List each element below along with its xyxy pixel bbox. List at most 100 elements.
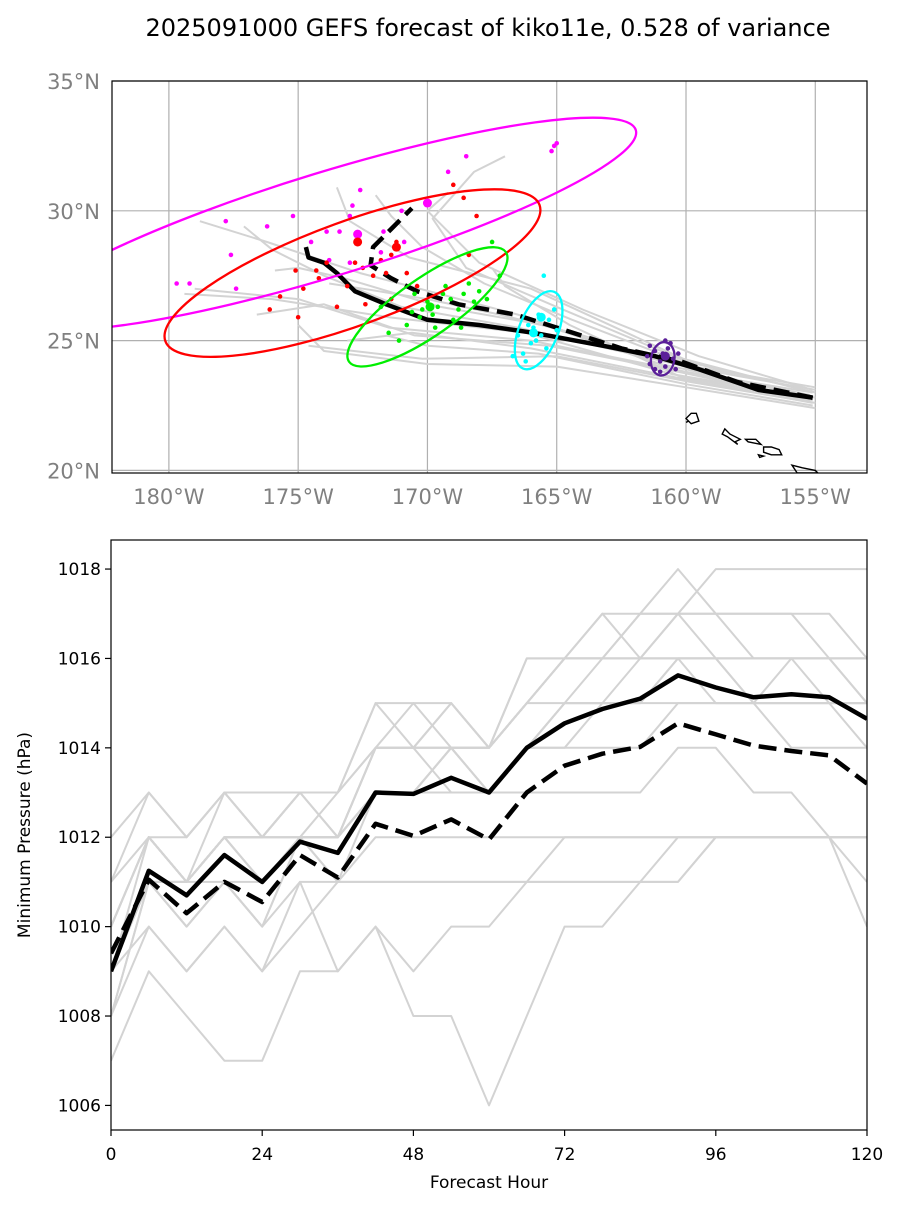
x-tick-label: 96 — [705, 1145, 727, 1165]
cluster_2-centroid — [391, 242, 401, 252]
cluster_2-point — [404, 270, 410, 276]
cluster_3-point — [404, 322, 410, 328]
cluster_1-point — [308, 239, 314, 245]
cluster_3-point — [456, 307, 461, 312]
cluster_1-point — [290, 213, 296, 219]
cluster_2-point — [334, 304, 340, 310]
cluster_1-centroid — [422, 198, 432, 208]
cluster_4-point — [544, 346, 549, 351]
cluster_3-point — [419, 307, 425, 312]
cluster_5-point — [675, 351, 681, 356]
cluster_1-point — [549, 148, 554, 154]
cluster_3-point — [476, 288, 482, 294]
cluster_2-point — [414, 283, 420, 289]
cluster_1-point — [337, 229, 342, 234]
cluster_1-ellipse — [112, 116, 638, 332]
cluster_1-point — [174, 281, 179, 286]
y-tick-label: 1010 — [58, 918, 101, 938]
member-track — [297, 324, 816, 410]
cluster_5-point — [665, 346, 671, 351]
cluster_1-point — [378, 250, 384, 255]
cluster_5-point — [657, 359, 663, 364]
cluster_5-ellipse — [649, 340, 676, 377]
cluster_5-point — [663, 364, 668, 369]
y-tick-label: 1018 — [58, 560, 101, 580]
cluster_1-point — [401, 239, 407, 245]
x-axis-label: Forecast Hour — [430, 1173, 548, 1193]
cluster_2-centroid — [353, 237, 363, 247]
y-tick-label: 1014 — [58, 739, 101, 759]
member-track — [385, 334, 813, 407]
x-tick-label: 24 — [251, 1145, 273, 1165]
cluster_1-point — [187, 281, 192, 286]
member-pressure-line — [111, 657, 867, 972]
cluster-mean-track — [368, 206, 814, 400]
member-track — [256, 303, 813, 402]
y-tick-label: 1012 — [58, 828, 101, 848]
cluster_5-point — [647, 343, 653, 349]
cluster_2-point — [388, 252, 394, 258]
cluster_5-point — [657, 369, 663, 375]
cluster_2-point — [277, 294, 283, 299]
lat-tick-label: 35°N — [47, 70, 100, 94]
cluster_1-point — [463, 153, 469, 159]
member-track — [308, 344, 816, 404]
track-map-panel: 180°W 175°W 170°W 165°W 160°W 155°W 20°N 25°N 30… — [47, 70, 868, 509]
cluster_2-point — [363, 301, 368, 307]
cluster_3-point — [386, 330, 391, 336]
lon-tick-label: 175°W — [262, 485, 334, 509]
cluster_1-point — [350, 203, 355, 208]
cluster_1-point — [264, 224, 270, 229]
cluster_4-point — [533, 338, 539, 343]
y-axis-label: Minimum Pressure (hPa) — [15, 732, 35, 938]
cluster_5-point — [644, 353, 650, 359]
member-pressure-line — [111, 657, 867, 972]
coastline-island — [743, 438, 764, 446]
cluster_4-centroid — [528, 328, 538, 338]
cluster_5-point — [673, 366, 678, 372]
cluster_4-point — [510, 353, 516, 359]
cluster_2-point — [316, 275, 322, 281]
x-tick-label: 72 — [554, 1145, 576, 1165]
cluster_3-point — [458, 325, 464, 330]
cluster_4-point — [538, 333, 544, 338]
cluster_3-point — [466, 281, 472, 286]
member-pressure-line — [111, 702, 867, 1017]
member-track — [274, 266, 811, 397]
y-tick-label: 1016 — [58, 649, 101, 669]
cluster_4-point — [528, 340, 534, 346]
cluster_5-centroid — [660, 351, 670, 361]
cluster_4-point — [525, 322, 531, 328]
cluster_3-point — [461, 291, 466, 297]
cluster_3-point — [417, 314, 422, 320]
cluster_2-point — [301, 286, 306, 291]
cluster_1-point — [324, 229, 329, 234]
lon-tick-label: 160°W — [650, 485, 722, 509]
coastline-island — [685, 412, 700, 425]
cluster_1-point — [228, 252, 234, 258]
map-plot-area — [112, 116, 819, 473]
member-pressure-line — [111, 612, 867, 883]
cluster_2-point — [344, 283, 350, 289]
lon-tick-label: 180°W — [133, 485, 205, 509]
cluster_4-point — [546, 317, 552, 323]
cluster_3-ellipse — [346, 246, 509, 368]
cluster_3-point — [409, 309, 415, 315]
lat-tick-label: 25°N — [47, 330, 100, 354]
cluster_2-point — [370, 273, 376, 279]
cluster_4-centroid — [536, 312, 546, 322]
x-tick-label: 120 — [851, 1145, 883, 1165]
cluster_4-ellipse — [513, 290, 564, 371]
cluster_3-point — [443, 283, 448, 289]
cluster_1-point — [223, 218, 229, 224]
cluster_3-point — [430, 312, 435, 317]
pressure-ticks: 0 24 48 72 96 120 1006 1008 1010 1012 1014 1016 1018 — [58, 560, 883, 1165]
y-tick-label: 1008 — [58, 1007, 101, 1027]
cluster_2-point — [451, 182, 456, 188]
cluster_4-point — [523, 359, 528, 364]
cluster_2-point — [383, 270, 389, 276]
cluster_2-point — [313, 268, 319, 273]
cluster_4-point — [551, 307, 557, 312]
cluster_3-point — [489, 239, 495, 245]
